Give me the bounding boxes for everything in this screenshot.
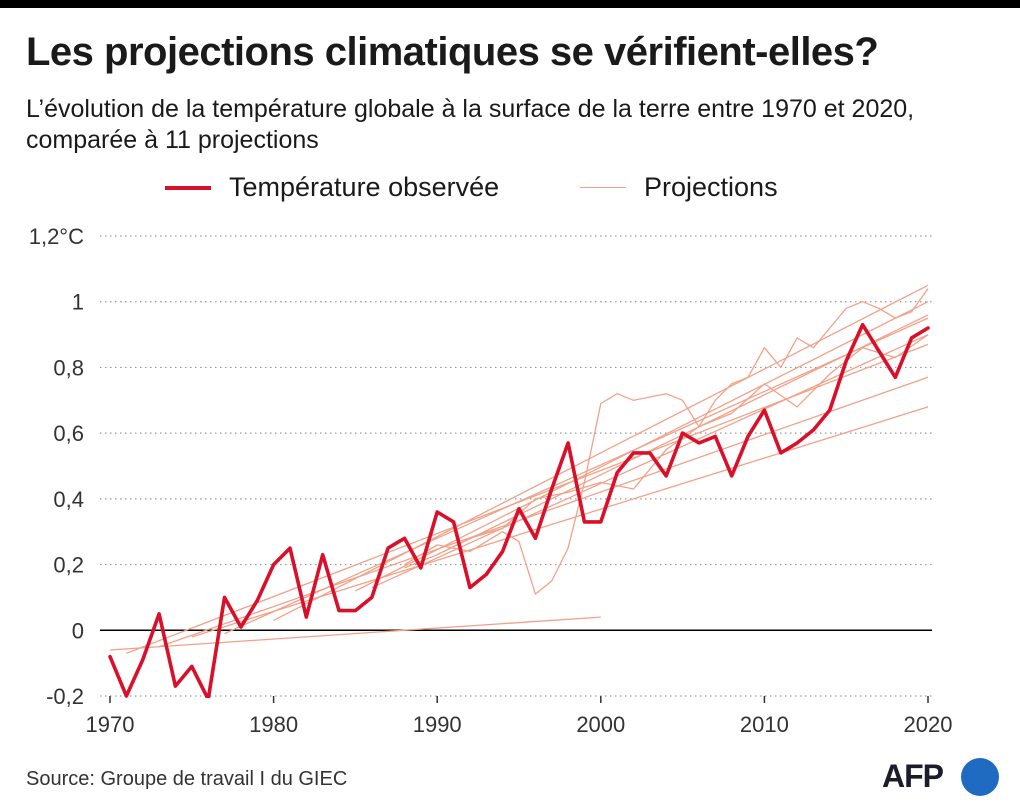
y-tick-label: 0,6 [53,421,84,446]
projection-line [109,616,601,651]
projection-line [404,288,929,595]
legend-label-observed: Température observée [229,172,500,202]
legend-swatch-observed [165,185,211,190]
x-tick-label: 2020 [904,712,953,737]
afp-logo-text: AFP [882,758,944,794]
afp-logo: AFP [882,756,1000,800]
legend-item-projections: Projections [580,172,778,203]
x-tick-label: 1990 [413,712,462,737]
projection-line [355,301,929,592]
x-tick-label: 2000 [576,712,625,737]
observed-temperature-line [108,322,930,698]
y-tick-label: 0 [72,618,84,643]
projection-line [191,406,929,638]
legend-swatch-projections [580,187,626,188]
projection-line [273,284,929,621]
line-chart: -0,2 0 0,2 0,4 0,6 0,8 1 1,2°C 1970 1980 1990 2000 2… [29,224,953,737]
projection-line [404,334,929,569]
chart-subtitle: L’évolution de la température globale à … [26,95,915,154]
projection-line [371,334,929,589]
y-tick-label: 1 [72,290,84,315]
y-tick-label: 0,2 [53,553,84,578]
y-tick-label: 1,2°C [29,224,84,249]
x-tick-label: 1970 [86,712,135,737]
y-tick-label: 0,8 [53,355,84,380]
x-tick-label: 1980 [249,712,298,737]
projection-line [126,343,929,654]
x-tick-label: 2010 [740,712,789,737]
source-note: Source: Groupe de travail I du GIEC [26,768,348,790]
y-tick-label: -0,2 [46,684,84,709]
y-tick-label: 0,4 [53,487,84,512]
legend-label-projections: Projections [644,172,778,202]
top-bar [0,0,1020,8]
legend-item-observed: Température observée [165,172,499,203]
chart-title: Les projections climatiques se vérifient… [26,30,879,74]
afp-logo-dot [961,758,999,796]
